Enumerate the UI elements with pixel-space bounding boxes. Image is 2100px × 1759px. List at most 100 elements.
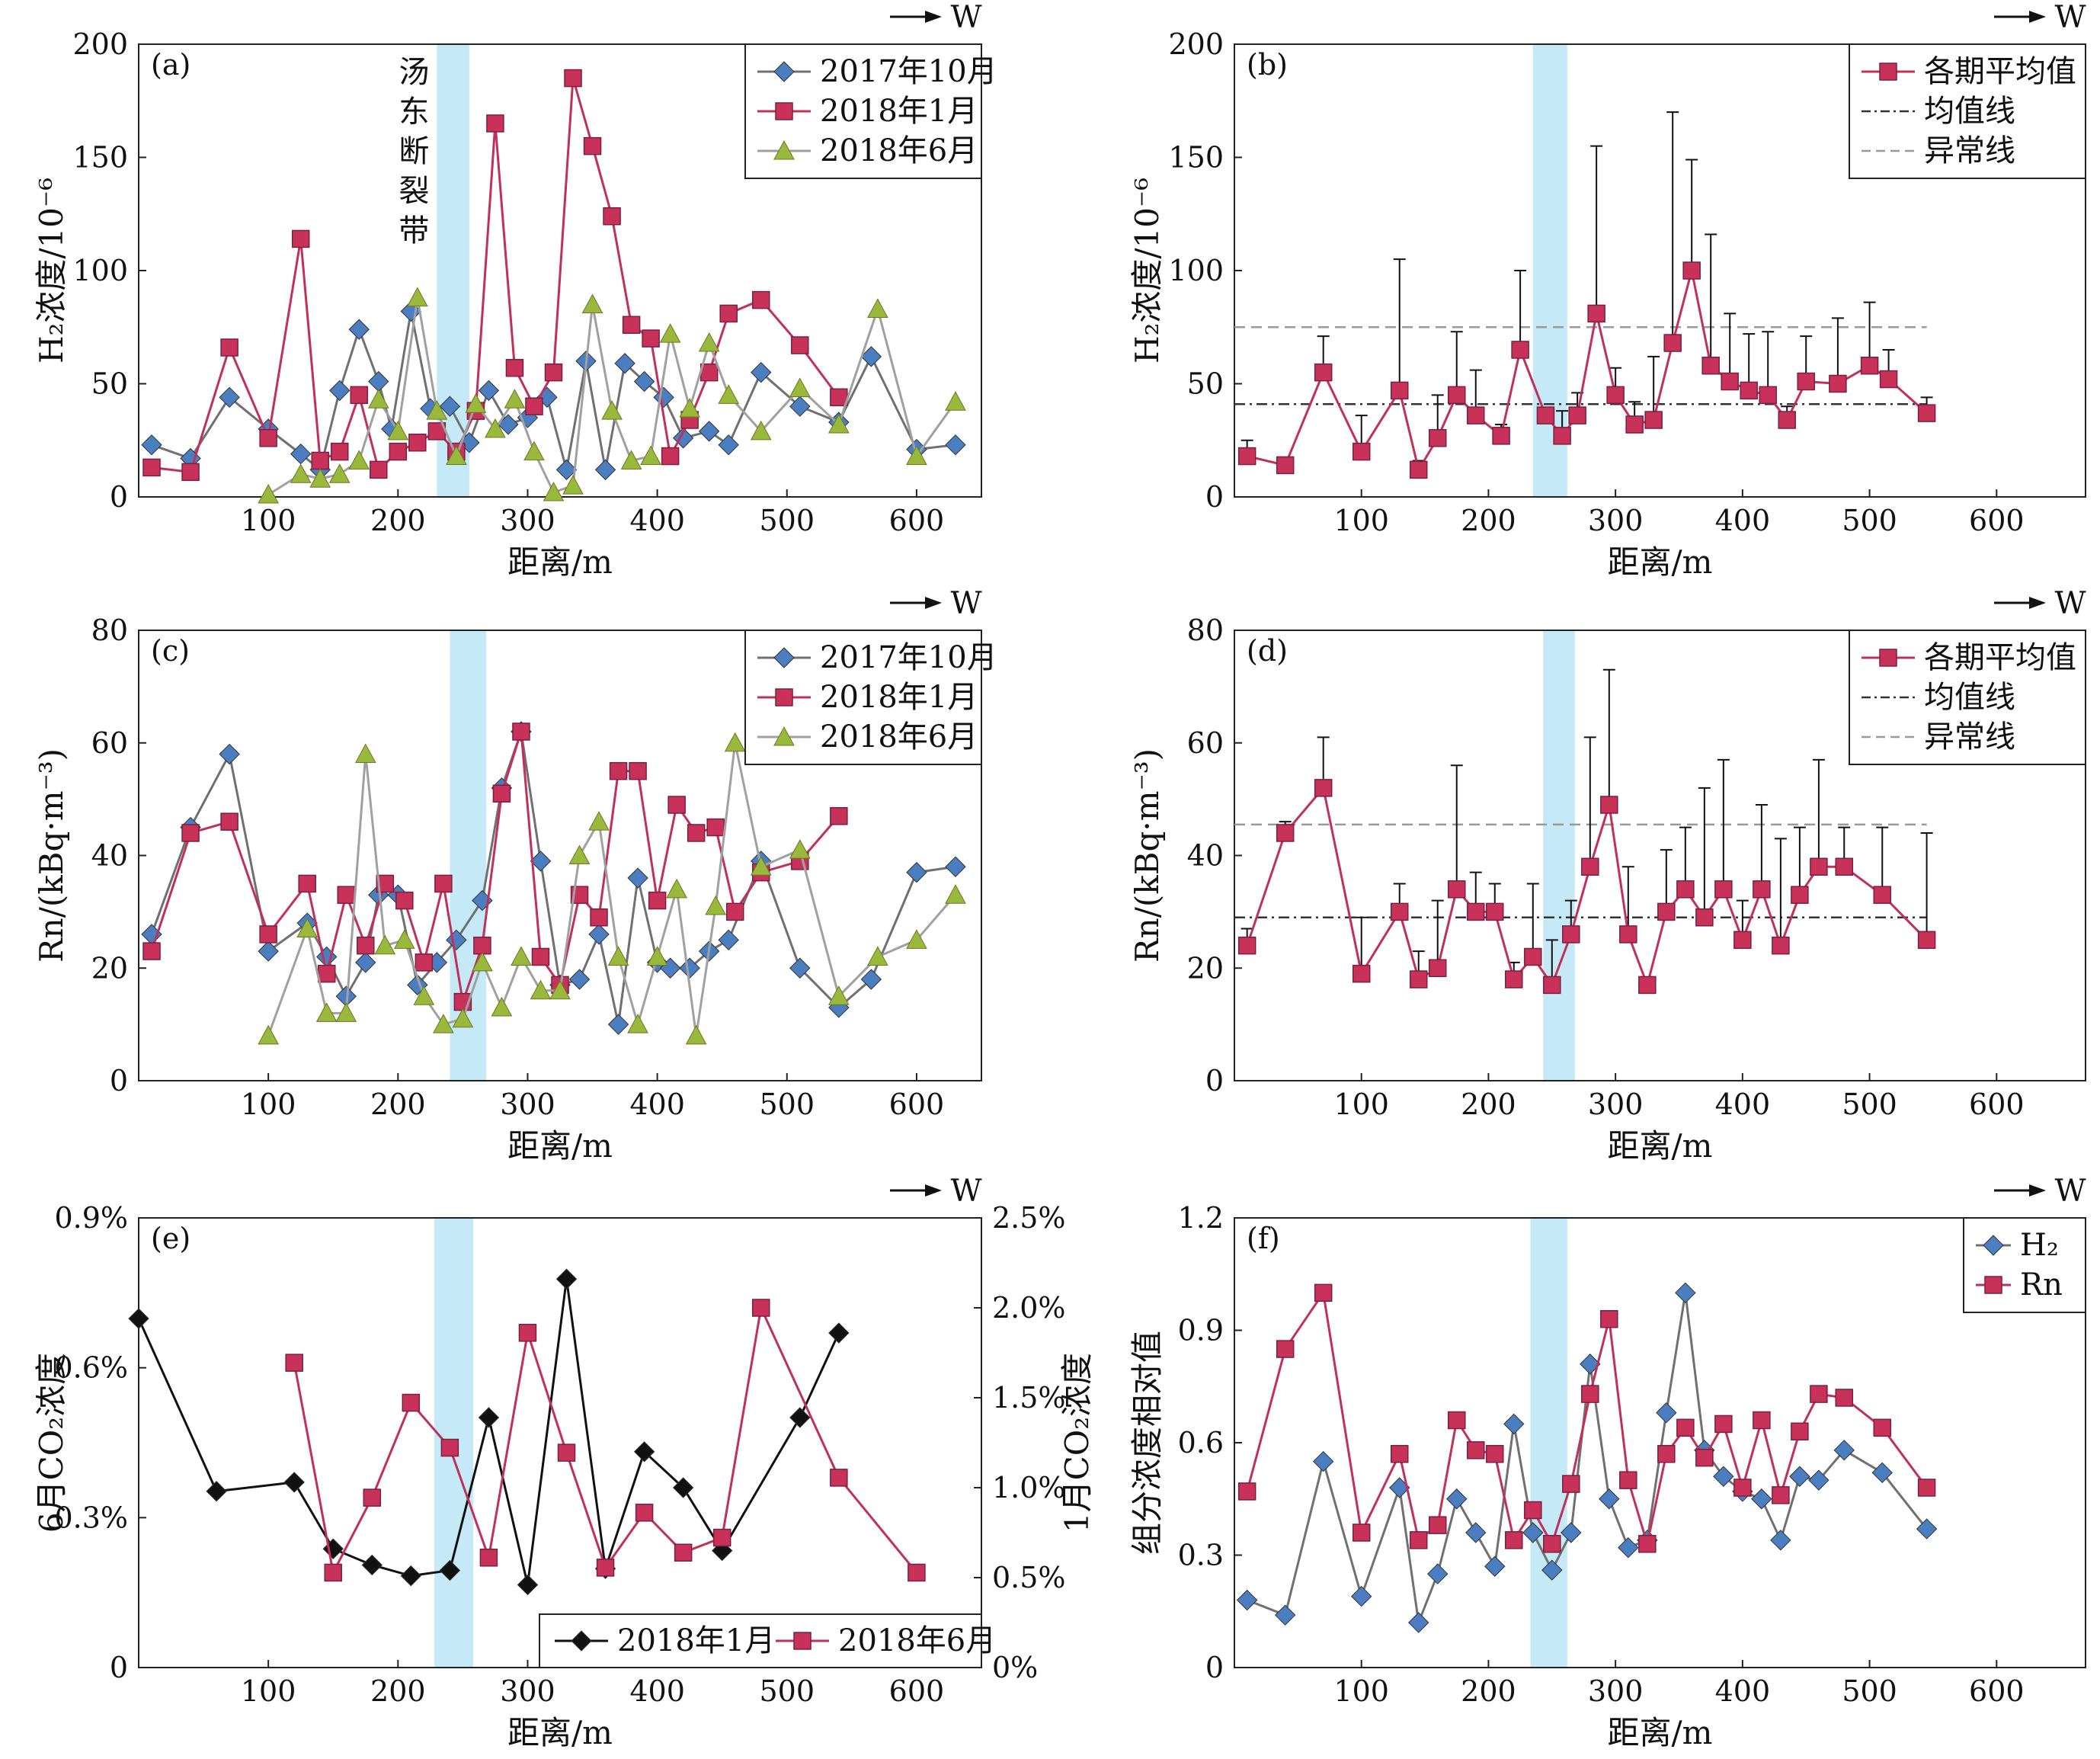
data-point (1791, 1422, 1809, 1440)
data-point (549, 979, 571, 1000)
data-point (1503, 1413, 1525, 1435)
y-tick-label: 50 (1187, 367, 1224, 401)
data-point (555, 1268, 578, 1290)
data-point (1600, 1310, 1618, 1328)
legend-box (1963, 1217, 2086, 1313)
data-point (603, 207, 621, 226)
panel-c: 100 200 300 400 500 600 0 20 40 60 80 距离/m Rn/(kBq·m… (33, 586, 997, 1165)
data-point (1505, 970, 1523, 988)
data-point (1917, 404, 1936, 422)
panel-label: (f) (1247, 1222, 1280, 1255)
legend: 2017年10月 2018年1月 2018年6月 (744, 630, 997, 765)
data-point (402, 1393, 421, 1412)
data-point (789, 957, 811, 979)
x-tick-label: 400 (1715, 1088, 1771, 1121)
data-point (607, 946, 629, 966)
y-tick-label: 0 (1205, 480, 1224, 514)
data-point (1390, 381, 1409, 400)
data-point (906, 861, 927, 883)
data-point (473, 936, 491, 955)
data-point (544, 363, 563, 382)
series-2 (258, 287, 966, 504)
data-point (908, 1563, 926, 1582)
y-tick-label: 40 (91, 839, 128, 873)
legend-marker (775, 102, 793, 120)
y-right-tick-label: 1.5% (992, 1381, 1066, 1415)
panel-label: (d) (1247, 634, 1288, 668)
data-point (1314, 1283, 1333, 1302)
data-point (290, 463, 312, 483)
x-tick-label: 300 (1588, 1088, 1644, 1121)
x-axis-label: 距离/m (507, 1714, 613, 1751)
x-tick-label: 600 (889, 1674, 945, 1708)
data-point (478, 1407, 500, 1428)
data-point (828, 985, 850, 1005)
data-point (1606, 386, 1625, 405)
data-point (285, 1354, 303, 1372)
y-tick-label: 0.3 (1178, 1539, 1224, 1572)
plot-frame (138, 1217, 982, 1668)
y-tick-label: 50 (91, 367, 128, 401)
data-point (1446, 1488, 1468, 1510)
data-point (511, 946, 532, 966)
legend-label: 2018年1月 (820, 94, 978, 129)
arrow-head (2029, 1184, 2046, 1197)
data-point (945, 884, 966, 904)
data-point (1492, 427, 1510, 445)
x-tick-label: 500 (760, 1088, 815, 1121)
series-line (151, 78, 840, 473)
series-0 (1236, 1282, 1938, 1633)
data-point (1448, 1411, 1466, 1430)
direction-arrow: W (1994, 586, 2086, 621)
data-point (1675, 1282, 1696, 1304)
x-tick-label: 400 (629, 1674, 685, 1708)
data-point (620, 450, 642, 469)
legend: 2017年10月 2018年1月 2018年6月 (744, 43, 997, 179)
data-point (1352, 442, 1371, 461)
y-axis-label: H₂浓度/10⁻⁶ (1128, 178, 1166, 364)
x-tick-label: 100 (241, 1088, 296, 1121)
data-point (1770, 1530, 1791, 1551)
x-tick-label: 300 (500, 1674, 555, 1708)
data-point (614, 353, 635, 374)
y-right-tick-label: 0% (992, 1651, 1038, 1684)
fault-band (1543, 630, 1575, 1081)
data-point (220, 812, 238, 831)
data-point (1536, 406, 1555, 425)
direction-label: W (2054, 1174, 2086, 1209)
data-point (594, 459, 616, 481)
y-tick-label: 0 (110, 1651, 128, 1684)
data-point (258, 940, 279, 962)
data-point (1759, 386, 1777, 405)
arrow-head (925, 11, 942, 23)
data-point (328, 463, 351, 483)
data-point (633, 1441, 655, 1463)
x-tick-label: 200 (370, 504, 426, 537)
x-tick-label: 600 (889, 1088, 945, 1121)
x-tick-label: 400 (629, 504, 685, 537)
data-point (1390, 902, 1409, 921)
data-point (1789, 1466, 1810, 1487)
data-point (1682, 261, 1701, 280)
data-point (590, 908, 608, 927)
data-point (1587, 304, 1605, 323)
data-point (725, 902, 744, 921)
x-tick-label: 500 (760, 504, 815, 537)
y-tick-label: 0 (110, 480, 128, 514)
y-tick-label: 150 (72, 141, 128, 175)
data-point (685, 1024, 707, 1045)
data-point (860, 969, 882, 990)
data-point (1448, 386, 1466, 405)
x-tick-label: 300 (1588, 1674, 1644, 1708)
data-point (867, 946, 888, 966)
data-point (206, 1481, 227, 1502)
data-point (258, 483, 279, 504)
direction-label: W (950, 586, 981, 621)
panel-b: 100 200 300 400 500 600 0 50 100 150 200 距离/m H₂浓度/1… (1128, 0, 2086, 581)
data-point (698, 421, 720, 442)
legend-marker (793, 1632, 812, 1650)
data-point (1276, 1340, 1295, 1358)
legend-label: 2018年1月 (820, 680, 978, 715)
data-point (659, 323, 681, 343)
